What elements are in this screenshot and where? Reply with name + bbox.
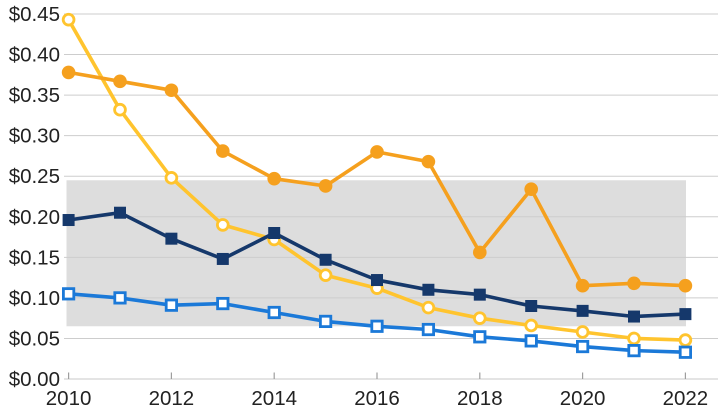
data-point-marker — [165, 232, 178, 245]
x-axis: 2010 2012 2014 2016 2018 2020 2022 — [46, 372, 709, 410]
data-point-marker — [370, 319, 384, 333]
data-point-marker — [267, 171, 282, 186]
data-point-marker — [371, 274, 383, 287]
y-axis-label: $0.05 — [9, 327, 60, 350]
data-point-marker — [421, 300, 436, 315]
data-point-marker — [62, 287, 76, 301]
data-point-marker — [61, 12, 76, 27]
data-point-marker — [575, 325, 590, 339]
data-point-marker — [318, 268, 333, 282]
data-point-marker — [679, 308, 692, 321]
data-point-marker — [421, 154, 436, 169]
data-point-marker — [678, 278, 693, 293]
y-axis-label: $0.20 — [9, 206, 60, 229]
data-point-marker — [164, 298, 178, 312]
data-point-marker — [113, 102, 127, 117]
data-point-marker — [62, 214, 75, 227]
series-navy-filled-square — [62, 206, 692, 323]
data-point-marker — [216, 144, 230, 158]
data-point-marker — [216, 218, 230, 232]
data-point-marker — [422, 283, 435, 296]
y-axis-label: $0.45 — [9, 3, 60, 26]
x-axis-label: 2016 — [354, 387, 400, 410]
data-point-marker — [318, 179, 333, 193]
y-axis-label: $0.30 — [9, 125, 60, 148]
data-point-marker — [268, 227, 281, 239]
data-point-marker — [525, 300, 538, 312]
data-point-marker — [576, 339, 590, 354]
y-axis-label: $0.35 — [9, 84, 60, 107]
data-point-marker — [61, 65, 76, 80]
y-axis-label: $0.40 — [9, 44, 60, 67]
data-point-marker — [627, 331, 641, 346]
data-point-marker — [164, 171, 179, 185]
data-point-marker — [164, 83, 179, 98]
data-point-marker — [627, 344, 641, 358]
data-point-marker — [114, 206, 126, 219]
y-axis-label: $0.15 — [9, 246, 60, 269]
data-point-marker — [627, 276, 641, 291]
data-point-marker — [473, 288, 486, 301]
x-axis-label: 2018 — [457, 387, 503, 410]
data-point-marker — [216, 252, 229, 265]
y-axis-labels: $0.00 $0.05 $0.10 $0.15 $0.20 $0.25 $0.30 $0.35… — [9, 3, 60, 391]
series-blue-open-square — [62, 287, 693, 359]
series-orange-filled-circle — [61, 65, 693, 293]
data-point-marker — [678, 333, 693, 347]
data-point-marker — [421, 322, 436, 337]
data-point-marker — [472, 311, 487, 325]
data-point-marker — [524, 318, 538, 333]
data-point-marker — [575, 278, 590, 293]
data-point-marker — [319, 253, 332, 266]
data-point-marker — [113, 74, 127, 89]
data-point-marker — [473, 330, 487, 344]
y-axis-label: $0.10 — [9, 287, 60, 310]
x-axis-label: 2010 — [46, 387, 92, 410]
series-yellow-open-circle — [61, 12, 693, 347]
data-point-marker — [216, 296, 230, 311]
y-axis-label: $0.00 — [9, 368, 60, 391]
x-axis-label: 2022 — [663, 387, 709, 410]
data-point-marker — [318, 314, 333, 329]
data-point-marker — [113, 291, 127, 305]
data-point-marker — [678, 345, 693, 359]
x-axis-label: 2020 — [560, 387, 606, 410]
data-point-marker — [473, 245, 487, 260]
x-axis-label: 2012 — [149, 387, 195, 410]
data-point-marker — [267, 305, 281, 320]
data-point-marker — [370, 145, 384, 159]
data-point-marker — [524, 334, 538, 348]
y-axis-label: $0.25 — [9, 165, 60, 188]
data-point-marker — [628, 310, 640, 323]
data-point-marker — [524, 182, 538, 196]
data-point-marker — [576, 304, 589, 317]
x-axis-label: 2014 — [251, 387, 297, 410]
